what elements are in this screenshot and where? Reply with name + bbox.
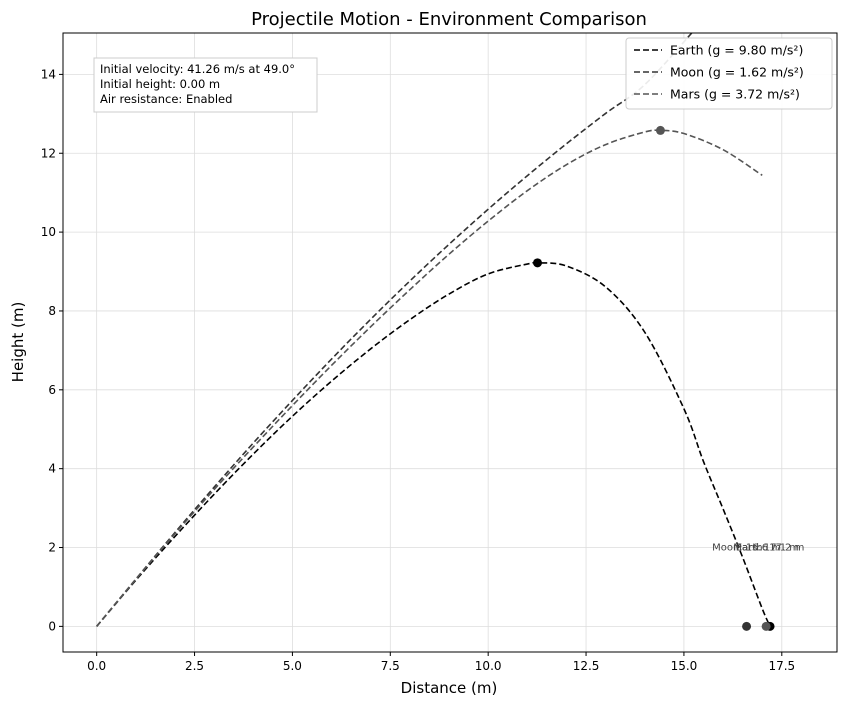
x-tick-label: 10.0 [475, 659, 502, 673]
y-tick-label: 4 [48, 462, 56, 476]
y-tick-label: 0 [48, 619, 56, 633]
landing-point-moon [742, 621, 752, 631]
x-axis: 0.0 2.5 5.0 7.5 10.0 12.5 15.0 17.5 [87, 652, 795, 673]
x-tick-label: 17.5 [768, 659, 795, 673]
apex-point-earth [533, 258, 543, 268]
x-tick-label: 15.0 [671, 659, 698, 673]
grid [63, 33, 837, 652]
info-air-resistance: Air resistance: Enabled [100, 92, 232, 106]
info-velocity: Initial velocity: 41.26 m/s at 49.0° [100, 62, 295, 76]
x-tick-label: 12.5 [573, 659, 600, 673]
x-tick-label: 5.0 [283, 659, 302, 673]
y-axis-label: Height (m) [9, 302, 27, 383]
plot-frame [62, 32, 838, 653]
info-height: Initial height: 0.00 m [100, 77, 220, 91]
info-box: Initial velocity: 41.26 m/s at 49.0° Ini… [93, 57, 318, 113]
x-tick-label: 7.5 [381, 659, 400, 673]
y-tick-label: 2 [48, 541, 56, 555]
points-layer [533, 125, 775, 631]
y-tick-label: 14 [41, 67, 56, 81]
x-axis-label: Distance (m) [401, 679, 498, 697]
legend-label-earth: Earth (g = 9.80 m/s²) [670, 43, 803, 58]
series-line-moon [96, 33, 693, 627]
landing-annotation: Mars: 17.1 m [733, 543, 799, 554]
y-tick-label: 10 [41, 225, 56, 239]
x-tick-label: 2.5 [185, 659, 204, 673]
y-tick-label: 8 [48, 304, 56, 318]
legend-label-mars: Mars (g = 3.72 m/s²) [670, 87, 800, 102]
landing-point-mars [761, 621, 771, 631]
y-tick-label: 6 [48, 383, 56, 397]
legend-label-moon: Moon (g = 1.62 m/s²) [670, 65, 804, 80]
landing-annotation: Earth: 17.2 m [736, 543, 805, 554]
series-line-earth [96, 261, 771, 627]
y-axis: 0 2 4 6 8 10 12 14 [41, 67, 63, 633]
y-tick-label: 12 [41, 146, 56, 160]
x-tick-label: 0.0 [87, 659, 106, 673]
chart-title: Projectile Motion - Environment Comparis… [251, 9, 647, 30]
landing-annotation: Moon: 16.6 m [712, 543, 781, 554]
legend: Earth (g = 9.80 m/s²) Moon (g = 1.62 m/s²… [625, 37, 833, 110]
apex-point-mars [655, 125, 665, 135]
